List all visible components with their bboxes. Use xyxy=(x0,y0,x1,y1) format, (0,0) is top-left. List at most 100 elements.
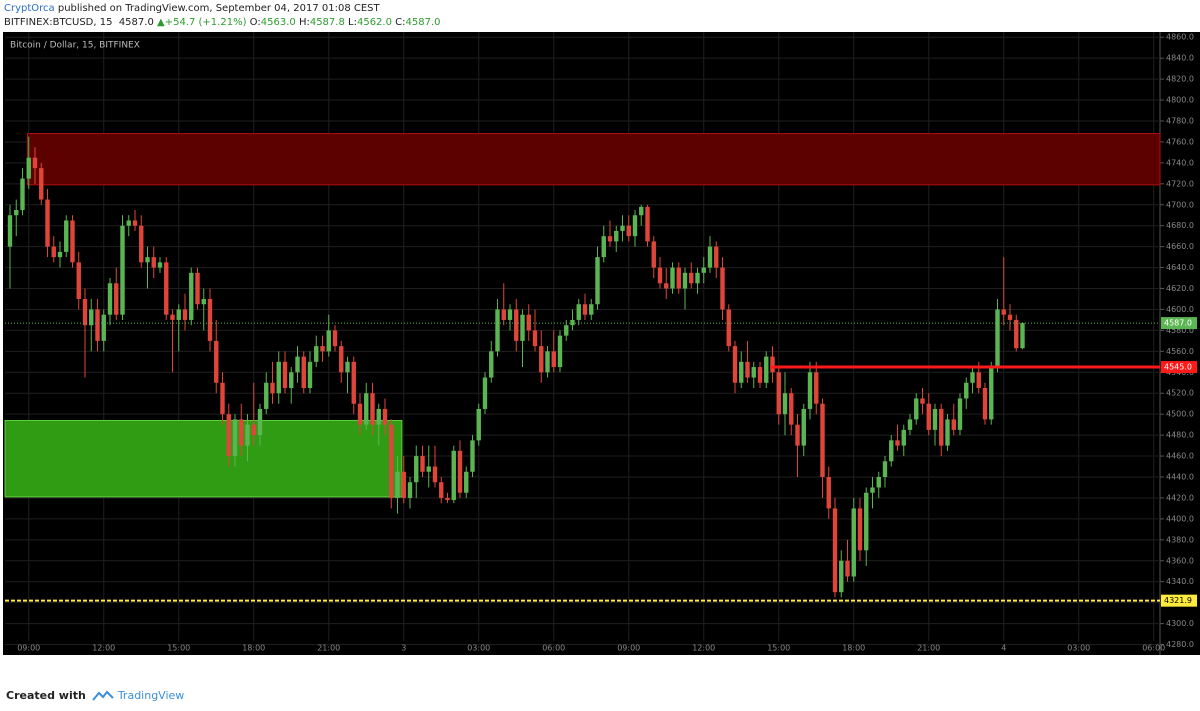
candle-body xyxy=(470,440,475,472)
y-tick-label: 4700.0 xyxy=(1166,200,1194,209)
candle-body xyxy=(151,257,156,268)
y-tick-label: 4520.0 xyxy=(1166,389,1194,398)
candle-body xyxy=(1007,314,1013,320)
candle-body xyxy=(445,497,450,501)
y-tick-label: 4740.0 xyxy=(1166,158,1194,167)
candle-body xyxy=(926,403,931,430)
candle-body xyxy=(539,346,544,373)
candle-body xyxy=(576,304,581,320)
candle-body xyxy=(182,309,188,320)
candle-body xyxy=(982,388,988,420)
candle-body xyxy=(101,314,106,341)
ohlc-key: C: xyxy=(395,17,406,28)
candle-body xyxy=(201,299,206,305)
candle-body xyxy=(176,309,181,320)
candle-body xyxy=(32,157,38,169)
x-tick-label: 18:00 xyxy=(242,644,265,653)
y-tick-label: 4280.0 xyxy=(1166,640,1194,649)
zone xyxy=(27,133,1161,186)
x-tick-label: 03:00 xyxy=(467,644,490,653)
x-tick-label: 15:00 xyxy=(767,644,790,653)
candle-body xyxy=(570,319,575,326)
candle-body xyxy=(507,309,513,320)
published: published on TradingView.com, September … xyxy=(57,3,380,14)
candle-body xyxy=(89,309,94,326)
author[interactable]: CryptOrca xyxy=(4,3,55,14)
symbol: BITFINEX:BTCUSD, 15 xyxy=(4,17,113,28)
candle-body xyxy=(439,482,444,498)
candle-body xyxy=(851,508,856,577)
candle-body xyxy=(401,471,406,498)
candle-body xyxy=(951,419,956,430)
price-label-box xyxy=(1161,594,1197,607)
candle-body xyxy=(420,456,425,472)
candle-body xyxy=(920,398,925,404)
x-tick-label: 21:00 xyxy=(917,644,940,653)
candle-body xyxy=(239,419,244,446)
candle-body xyxy=(545,351,550,373)
candle-body xyxy=(495,309,500,352)
candle-body xyxy=(370,393,375,425)
ohlc-key: H: xyxy=(298,17,310,28)
candle-body xyxy=(620,225,625,231)
price-label: 4545.0 xyxy=(1164,363,1192,372)
candle-body xyxy=(320,346,325,352)
ohlc-key: L: xyxy=(348,17,357,28)
candle-body xyxy=(395,471,400,498)
candle-body xyxy=(739,361,744,383)
candle-body xyxy=(857,508,863,551)
candle-body xyxy=(426,466,431,472)
candle-body xyxy=(995,309,1000,368)
candle-body xyxy=(457,450,463,493)
candle-body xyxy=(745,361,750,378)
candle-body xyxy=(639,206,644,216)
candle-body xyxy=(214,340,219,383)
price-label-box xyxy=(1161,317,1197,330)
price-label-box xyxy=(1161,361,1197,374)
candle-body xyxy=(976,372,981,388)
price-label: 4321.9 xyxy=(1164,596,1192,605)
x-tick-label: 03:00 xyxy=(1067,644,1090,653)
candle-body xyxy=(789,393,794,425)
candle-body xyxy=(364,393,369,425)
candle-body xyxy=(389,424,394,498)
candle-body xyxy=(357,403,363,425)
candle-body xyxy=(82,299,88,326)
candle-body xyxy=(589,304,594,315)
x-tick-label: 09:00 xyxy=(617,644,640,653)
candle-body xyxy=(582,304,588,315)
candle-body xyxy=(95,309,100,341)
candle-body xyxy=(326,330,331,352)
y-tick-label: 4620.0 xyxy=(1166,284,1194,293)
candle-body xyxy=(676,267,681,289)
candle-body xyxy=(882,461,888,477)
ohlc-value: 4587.8 xyxy=(309,17,345,28)
candle-body xyxy=(70,220,75,263)
candle-body xyxy=(376,408,381,425)
candle-body xyxy=(382,408,388,425)
y-tick-label: 4580.0 xyxy=(1166,326,1194,335)
candle-body xyxy=(451,450,456,501)
candle-body xyxy=(189,272,194,320)
y-tick-label: 4340.0 xyxy=(1166,577,1194,586)
candle-body xyxy=(989,367,994,420)
candle-body xyxy=(45,199,50,247)
candle-body xyxy=(795,424,800,446)
y-tick-label: 4460.0 xyxy=(1166,452,1194,461)
y-tick-label: 4420.0 xyxy=(1166,493,1194,502)
candle-body xyxy=(282,361,288,388)
y-tick-label: 4440.0 xyxy=(1166,473,1194,482)
candle-body xyxy=(120,225,125,315)
candle-body xyxy=(657,267,663,284)
candle-body xyxy=(839,560,844,593)
candle-body xyxy=(751,367,756,378)
candle-body xyxy=(170,314,175,320)
y-tick-label: 4840.0 xyxy=(1166,54,1194,63)
candle-body xyxy=(801,408,806,446)
candle-body xyxy=(270,382,275,394)
candle-body xyxy=(832,508,838,593)
candle-body xyxy=(7,215,13,247)
brand[interactable]: TradingView xyxy=(117,689,185,702)
candle-body xyxy=(307,361,313,388)
candle-body xyxy=(514,309,519,341)
